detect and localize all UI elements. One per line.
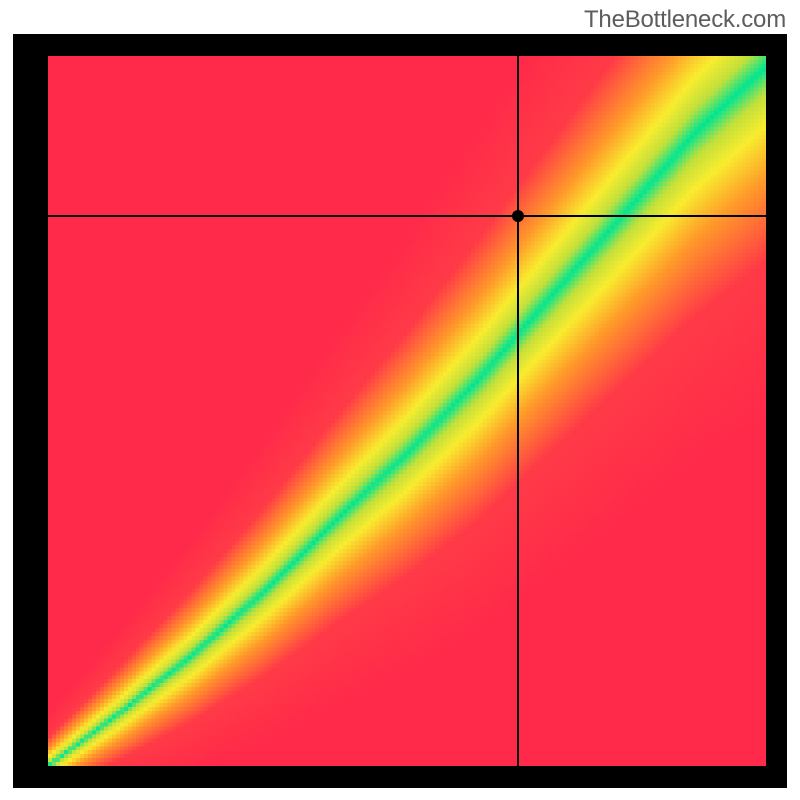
- watermark-text: TheBottleneck.com: [584, 6, 786, 34]
- crosshair-horizontal: [13, 215, 787, 217]
- crosshair-marker: [512, 210, 524, 222]
- plot-frame: [13, 34, 787, 788]
- bottleneck-heatmap: [48, 56, 766, 766]
- crosshair-vertical: [517, 34, 519, 788]
